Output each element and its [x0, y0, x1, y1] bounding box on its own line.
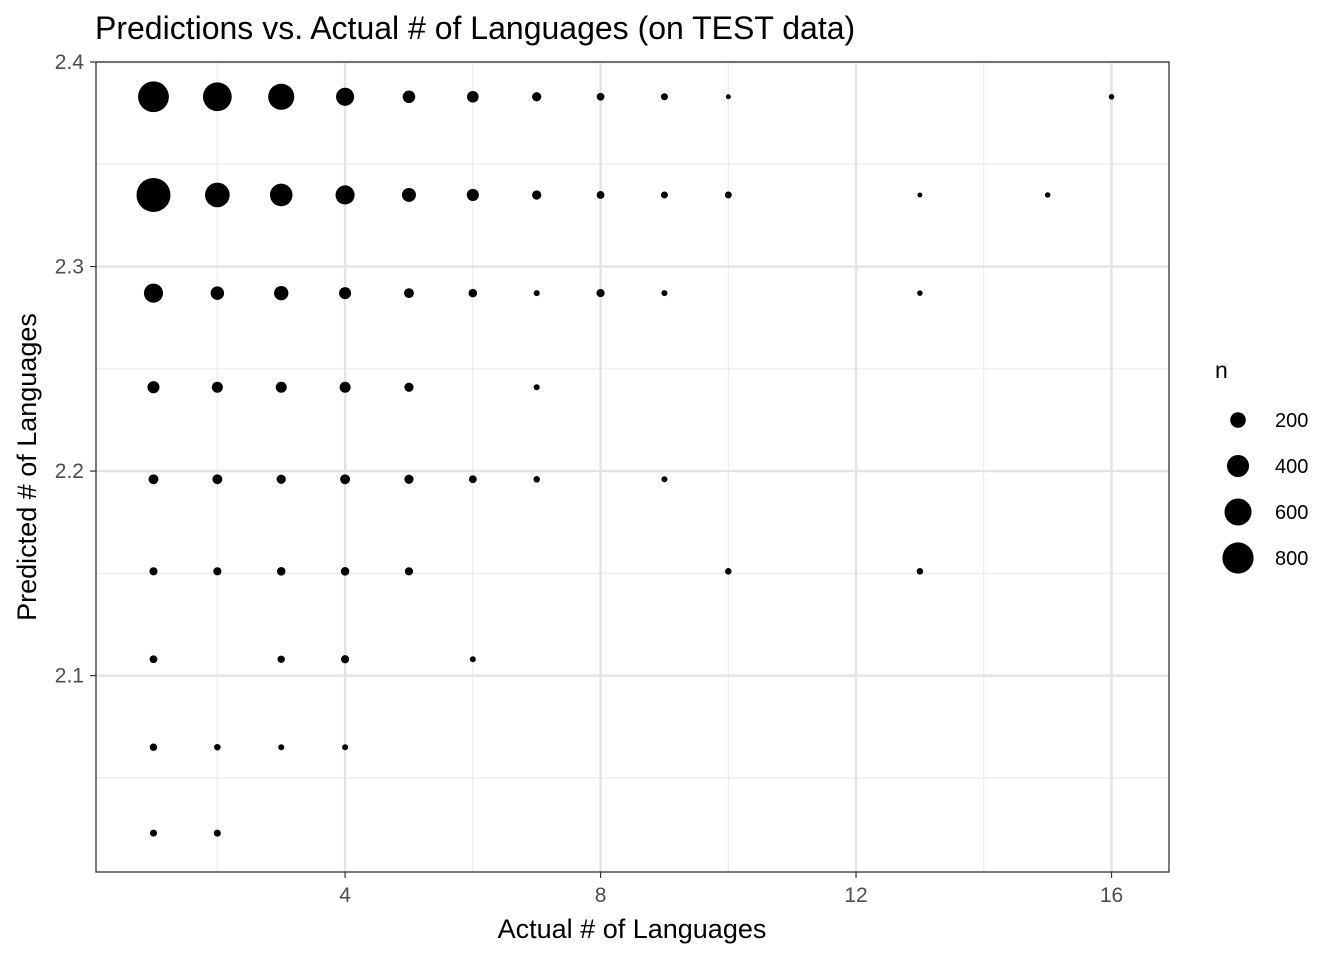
- legend-key: [1224, 498, 1252, 526]
- x-tick-label: 12: [844, 884, 867, 907]
- legend-label: 200: [1275, 410, 1308, 432]
- data-point: [148, 474, 159, 485]
- y-tick-label: 2.3: [55, 256, 84, 279]
- data-point: [533, 290, 540, 297]
- data-point: [533, 476, 540, 483]
- data-point: [1108, 94, 1115, 100]
- data-point: [402, 90, 416, 104]
- data-point: [147, 381, 160, 394]
- data-point: [725, 94, 731, 100]
- data-point: [661, 290, 668, 297]
- data-point: [210, 286, 225, 300]
- data-point: [213, 567, 222, 576]
- data-point: [278, 744, 285, 751]
- data-point: [404, 474, 414, 484]
- data-point: [138, 81, 169, 113]
- data-point: [916, 568, 924, 575]
- data-point: [532, 92, 542, 102]
- data-point: [466, 188, 479, 201]
- data-point: [205, 182, 230, 208]
- data-point: [404, 567, 414, 576]
- data-point: [660, 93, 668, 101]
- data-point: [404, 382, 414, 392]
- data-point: [202, 82, 232, 112]
- data-point: [596, 191, 605, 199]
- data-point: [275, 381, 287, 393]
- legend-key: [1222, 542, 1254, 574]
- data-point: [468, 475, 477, 484]
- data-point: [149, 655, 158, 664]
- data-point: [214, 743, 221, 751]
- y-tick-label: 2.4: [55, 51, 85, 74]
- legend-label: 400: [1275, 456, 1308, 478]
- x-tick-label: 4: [339, 884, 351, 907]
- legend-key: [1226, 454, 1250, 478]
- data-point: [277, 655, 285, 663]
- data-point: [276, 567, 286, 576]
- data-point: [336, 87, 355, 106]
- data-points: [136, 81, 1115, 837]
- size-legend: n 200 400 600 800: [1215, 357, 1308, 574]
- data-point: [274, 285, 289, 301]
- plot-panel-border: [95, 61, 1170, 873]
- y-tick-label: 2.2: [55, 460, 84, 483]
- data-point: [917, 192, 923, 198]
- data-point: [467, 90, 479, 103]
- data-point: [268, 83, 295, 110]
- data-point: [335, 185, 355, 205]
- data-point: [401, 187, 416, 202]
- data-point: [468, 288, 478, 298]
- data-point: [469, 656, 476, 663]
- data-point: [532, 190, 542, 200]
- data-point: [339, 381, 351, 393]
- data-point: [339, 287, 352, 300]
- data-point: [917, 290, 923, 296]
- data-point: [149, 829, 157, 837]
- legend-label: 800: [1275, 548, 1308, 570]
- x-tick-label: 8: [595, 884, 607, 907]
- legend-title: n: [1215, 357, 1228, 383]
- data-point: [276, 474, 286, 484]
- data-point: [143, 283, 164, 303]
- major-gridlines: [96, 60, 1169, 872]
- data-point: [661, 476, 668, 483]
- legend-key: [1230, 412, 1246, 428]
- data-point: [211, 381, 223, 393]
- data-point: [533, 384, 540, 391]
- y-axis-title: Predicted # of Languages: [12, 313, 42, 621]
- y-axis: 2.1 2.2 2.3 2.4: [55, 51, 96, 688]
- data-point: [724, 191, 732, 199]
- data-point: [1044, 192, 1051, 198]
- data-point: [213, 829, 221, 837]
- data-point: [340, 567, 350, 576]
- data-point: [725, 568, 732, 575]
- data-point: [660, 191, 668, 199]
- x-axis: 4 8 12 16: [339, 872, 1123, 907]
- data-point: [149, 567, 158, 576]
- data-point: [404, 288, 414, 299]
- data-point: [342, 744, 349, 751]
- chart-title: Predictions vs. Actual # of Languages (o…: [95, 10, 855, 46]
- data-point: [596, 92, 605, 101]
- data-point: [149, 743, 158, 751]
- legend-label: 600: [1275, 502, 1308, 524]
- data-point: [136, 177, 171, 212]
- x-tick-label: 16: [1100, 884, 1123, 907]
- data-point: [340, 655, 350, 664]
- x-axis-title: Actual # of Languages: [498, 914, 767, 944]
- data-point: [596, 289, 605, 298]
- data-point: [212, 474, 223, 485]
- y-tick-label: 2.1: [55, 665, 84, 688]
- data-point: [340, 474, 351, 485]
- data-point: [269, 183, 293, 207]
